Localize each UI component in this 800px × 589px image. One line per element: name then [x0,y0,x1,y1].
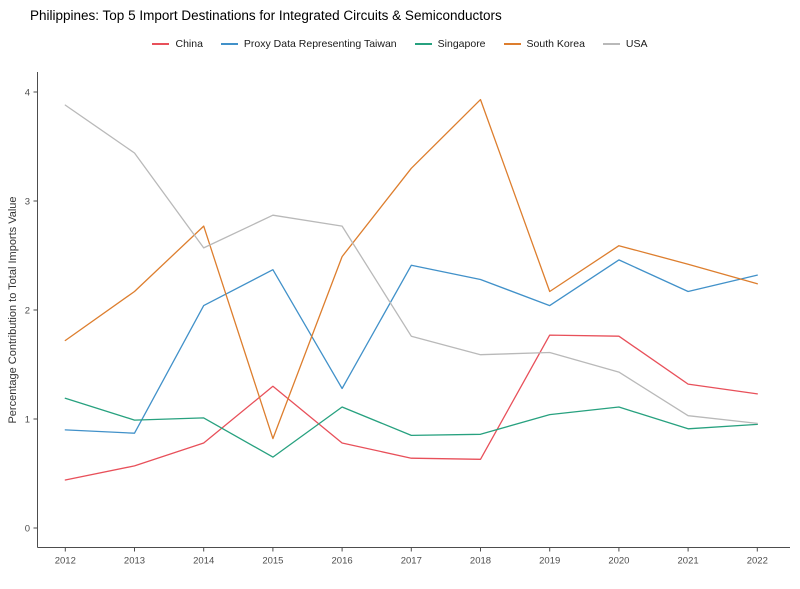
legend: China Proxy Data Representing Taiwan Singa… [0,38,800,50]
x-tick-label: 2019 [539,556,560,567]
y-tick-label: 2 [25,305,30,316]
legend-label: USA [625,38,648,50]
legend-key-usa [602,43,620,45]
x-tick-label: 2014 [193,556,214,567]
x-tick-label: 2013 [124,556,145,567]
x-tick-label: 2017 [401,556,422,567]
series-line-proxy-data-representing-taiwan [64,259,758,434]
y-tick-label: 1 [25,414,30,425]
legend-item-proxy-data-representing-taiwan: Proxy Data Representing Taiwan [220,38,397,50]
legend-label: Singapore [437,38,486,50]
series-line-china [64,334,758,481]
legend-key-proxy-data-representing-taiwan [220,43,238,45]
y-tick-label: 3 [25,196,30,207]
legend-key-singapore [414,43,432,45]
x-tick-label: 2018 [470,556,491,567]
x-tick-label: 2020 [608,556,629,567]
series-line-south-korea [64,98,758,440]
legend-key-south-korea [503,43,521,45]
x-tick-label: 2016 [332,556,353,567]
series-line-usa [64,104,758,425]
chart-title: Philippines: Top 5 Import Destinations f… [30,8,502,23]
x-tick-label: 2015 [262,556,283,567]
legend-item-usa: USA [602,38,648,50]
y-tick-label: 4 [25,87,30,98]
legend-item-singapore: Singapore [414,38,486,50]
legend-item-south-korea: South Korea [503,38,585,50]
y-tick-label: 0 [25,523,30,534]
legend-label: Proxy Data Representing Taiwan [243,38,397,50]
legend-item-china: China [152,38,203,50]
x-tick-label: 2022 [747,556,768,567]
legend-label: South Korea [526,38,585,50]
x-tick-label: 2021 [678,556,699,567]
x-tick-label: 2012 [55,556,76,567]
series-line-singapore [64,397,758,458]
legend-key-china [152,43,170,45]
legend-label: China [175,38,203,50]
